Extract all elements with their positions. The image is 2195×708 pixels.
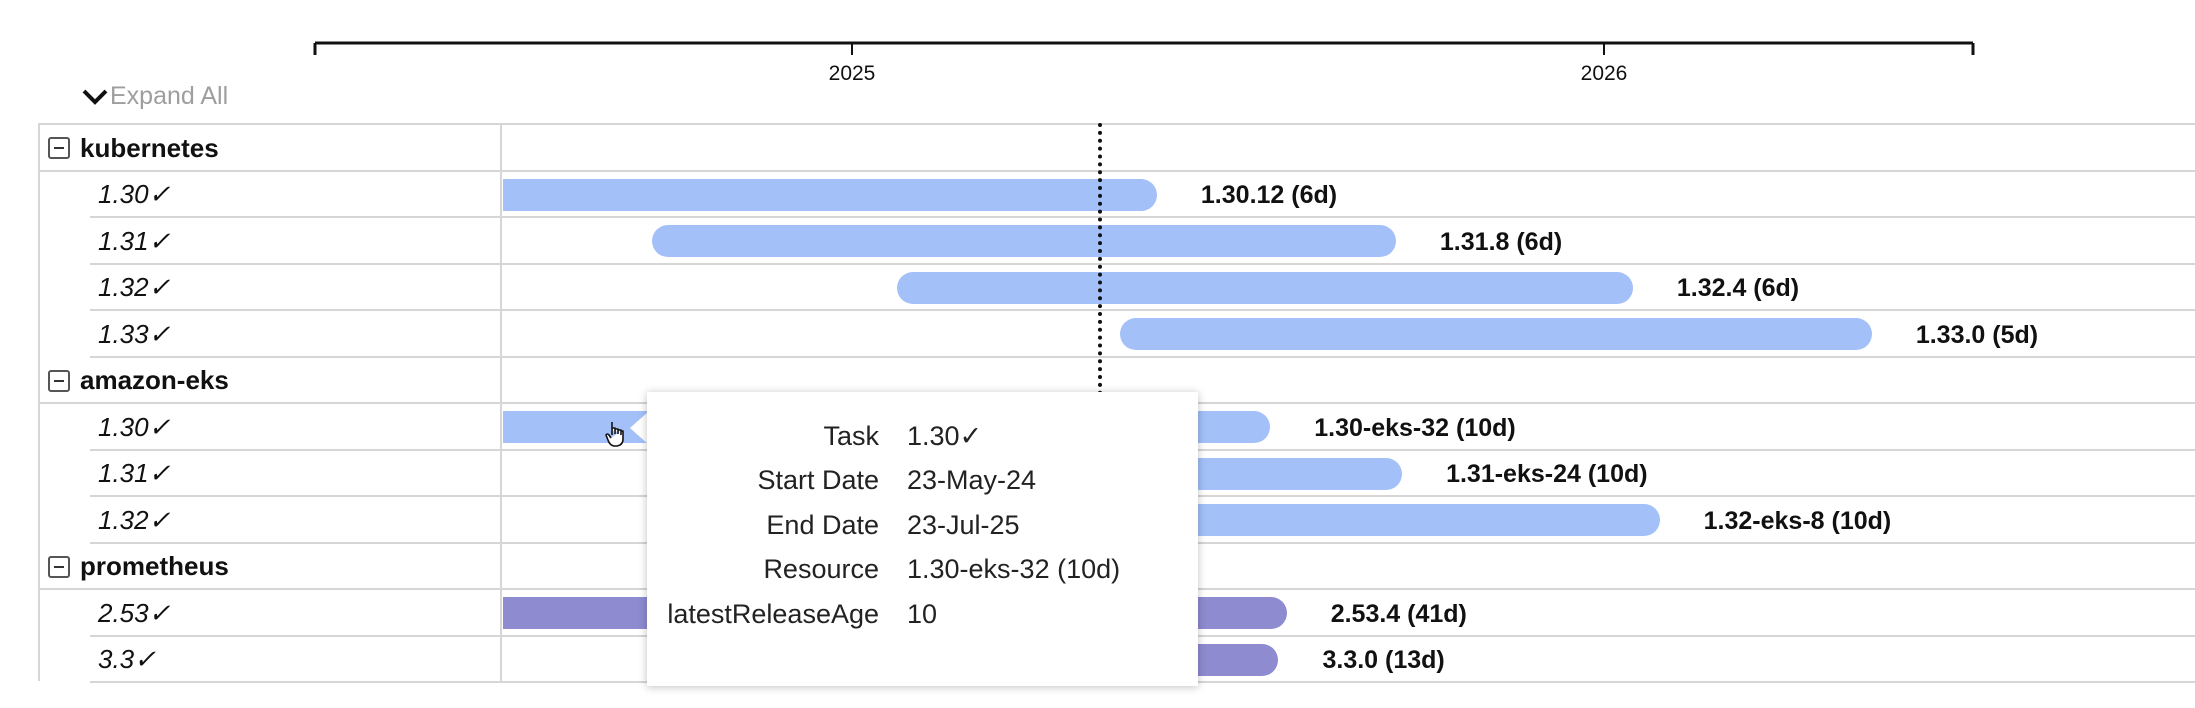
axis-tick-label: 2025 bbox=[829, 62, 876, 85]
tooltip-row: Start Date 23-May-24 bbox=[647, 459, 1198, 503]
row-divider bbox=[90, 309, 2195, 311]
tooltip-value: 23-Jul-25 bbox=[907, 509, 1020, 540]
bar-label: 1.31.8 (6d) bbox=[1439, 227, 1563, 256]
group-header-prometheus: prometheus bbox=[48, 545, 229, 589]
expand-all-label: Expand All bbox=[110, 82, 229, 110]
tooltip-value: 1.30✓ bbox=[907, 420, 983, 451]
expand-all-button[interactable]: Expand All bbox=[80, 82, 228, 111]
group-name: prometheus bbox=[80, 551, 229, 581]
bar-label: 3.3.0 (13d) bbox=[1322, 646, 1445, 674]
collapse-minus-icon[interactable] bbox=[48, 369, 70, 392]
axis-tick-label: 2026 bbox=[1581, 62, 1628, 85]
tooltip-key: End Date bbox=[766, 509, 879, 540]
task-label: 1.31✓ bbox=[98, 458, 171, 488]
bar-label: 1.33.0 (5d) bbox=[1915, 320, 2039, 349]
hand-pointer-icon bbox=[605, 422, 624, 447]
collapse-minus-icon[interactable] bbox=[48, 555, 70, 578]
today-marker-line bbox=[1098, 123, 1102, 403]
task-label: 1.30✓ bbox=[98, 411, 171, 442]
tooltip-row: latestReleaseAge 10 bbox=[647, 592, 1198, 636]
time-axis: 2025 2026 bbox=[313, 41, 1975, 85]
group-header-kubernetes: kubernetes bbox=[48, 126, 219, 170]
task-tooltip: Task 1.30✓ Start Date 23-May-24 End Date 23-J… bbox=[647, 392, 1198, 686]
bar-label: 1.31-eks-24 (10d) bbox=[1446, 460, 1648, 488]
group-header-amazon-eks: amazon-eks bbox=[48, 359, 229, 403]
task-label: 1.32✓ bbox=[98, 504, 171, 535]
bar-label: 1.30-eks-32 (10d) bbox=[1314, 413, 1516, 442]
gantt-bar[interactable] bbox=[652, 225, 1396, 257]
gantt-bar[interactable] bbox=[897, 271, 1633, 304]
group-name: amazon-eks bbox=[80, 365, 229, 395]
task-label: 1.30✓ bbox=[98, 179, 171, 209]
chevron-down-icon bbox=[82, 89, 108, 105]
bar-label: 1.32.4 (6d) bbox=[1676, 274, 1800, 302]
task-label: 1.31✓ bbox=[98, 225, 171, 256]
bar-label: 2.53.4 (41d) bbox=[1330, 599, 1467, 628]
tooltip-key: Resource bbox=[763, 554, 879, 584]
task-label: 2.53✓ bbox=[98, 597, 171, 628]
tooltip-row: Task 1.30✓ bbox=[647, 414, 1198, 458]
task-label: 1.32✓ bbox=[98, 272, 171, 302]
row-divider bbox=[90, 262, 2195, 265]
row-divider bbox=[90, 216, 2195, 218]
row-divider bbox=[90, 355, 2195, 358]
tooltip-arrow bbox=[630, 412, 648, 444]
group-name: kubernetes bbox=[80, 132, 219, 163]
tooltip-key: latestReleaseAge bbox=[667, 598, 879, 629]
tooltip-value: 23-May-24 bbox=[907, 465, 1037, 495]
task-label: 3.3✓ bbox=[98, 644, 156, 674]
tooltip-value: 1.30-eks-32 (10d) bbox=[907, 554, 1121, 584]
bar-label: 1.32-eks-8 (10d) bbox=[1703, 506, 1892, 535]
bar-label: 1.30.12 (6d) bbox=[1200, 181, 1338, 209]
collapse-minus-icon[interactable] bbox=[48, 137, 70, 159]
task-label: 1.33✓ bbox=[98, 318, 171, 349]
row-divider bbox=[38, 169, 2195, 172]
row-divider bbox=[38, 123, 2195, 125]
tooltip-key: Start Date bbox=[757, 465, 879, 495]
tooltip-row: End Date 23-Jul-25 bbox=[647, 503, 1198, 547]
tooltip-value: 10 bbox=[907, 598, 938, 629]
tooltip-key: Task bbox=[823, 420, 879, 451]
tooltip-row: Resource 1.30-eks-32 (10d) bbox=[647, 548, 1198, 592]
gantt-bar[interactable] bbox=[1119, 318, 1872, 350]
gantt-bar[interactable] bbox=[503, 178, 1157, 211]
